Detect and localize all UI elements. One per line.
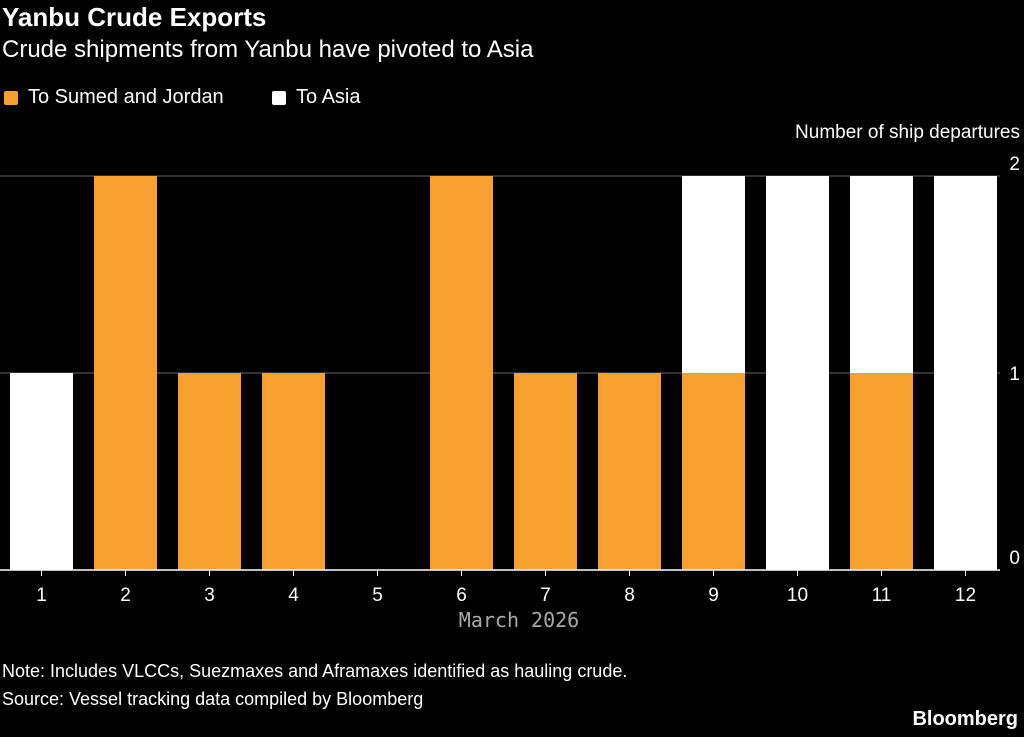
bar-asia <box>850 176 913 373</box>
y-axis-label: Number of ship departures <box>795 122 1020 143</box>
source-text: Source: Vessel tracking data compiled by… <box>2 689 424 709</box>
bar-sumed <box>682 373 745 570</box>
bar-sumed <box>430 176 493 570</box>
bar-asia <box>766 176 829 570</box>
x-tick-label: 11 <box>872 585 892 606</box>
bar-sumed <box>262 373 325 570</box>
legend-label: To Sumed and Jordan <box>28 86 224 108</box>
legend-label: To Asia <box>296 86 361 108</box>
y-tick-label: 0 <box>1009 548 1020 569</box>
chart-title: Yanbu Crude Exports <box>2 2 267 32</box>
x-tick-label: 1 <box>36 585 47 606</box>
bar-sumed <box>598 373 661 570</box>
chart-notes: Note: Includes VLCCs, Suezmaxes and Afra… <box>2 657 627 713</box>
bar-asia <box>10 373 73 570</box>
x-axis-label: March 2026 <box>459 608 579 632</box>
x-tick-label: 9 <box>708 585 719 606</box>
legend-swatch-white <box>272 90 286 105</box>
bar-sumed <box>514 373 577 570</box>
legend-swatch-orange <box>4 90 18 105</box>
x-tick-label: 12 <box>955 585 976 606</box>
bar-sumed <box>94 176 157 570</box>
bloomberg-logo: Bloomberg <box>912 708 1018 730</box>
y-tick-label: 1 <box>1009 364 1020 385</box>
chart-subtitle: Crude shipments from Yanbu have pivoted … <box>2 36 534 63</box>
y-tick-label: 2 <box>1009 154 1020 175</box>
bar-sumed <box>850 373 913 570</box>
x-tick-label: 7 <box>540 585 551 606</box>
x-tick-label: 10 <box>787 585 808 606</box>
legend-item-asia: To Asia <box>272 86 360 109</box>
x-tick-label: 4 <box>288 585 299 606</box>
x-tick-label: 3 <box>204 585 215 606</box>
legend-item-sumed: To Sumed and Jordan <box>4 86 224 109</box>
x-tick-label: 2 <box>120 585 131 606</box>
note-text: Note: Includes VLCCs, Suezmaxes and Afra… <box>2 661 628 681</box>
bar-sumed <box>178 373 241 570</box>
x-tick-label: 8 <box>624 585 635 606</box>
bar-asia <box>934 176 997 570</box>
x-tick-label: 6 <box>456 585 467 606</box>
x-tick-label: 5 <box>372 585 383 606</box>
bar-asia <box>682 176 745 373</box>
